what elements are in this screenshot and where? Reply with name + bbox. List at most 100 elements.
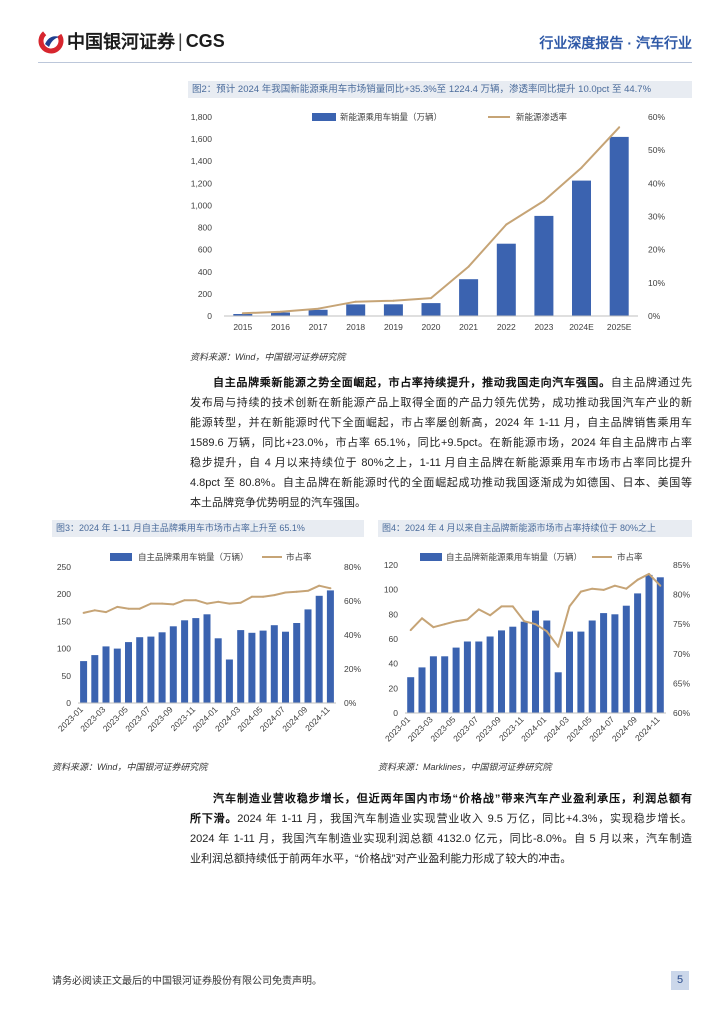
fig4-line-point-13 — [557, 645, 560, 648]
fig2-line-point-4 — [392, 299, 395, 302]
fig2-x-label: 2015 — [233, 322, 252, 332]
fig3-line-point-19 — [295, 590, 298, 593]
fig2-line-point-6 — [467, 265, 470, 268]
fig3-line-point-11 — [206, 602, 208, 605]
fig4-line-point-4 — [455, 620, 458, 623]
fig3-line-point-22 — [329, 587, 332, 590]
fig4-line-point-14 — [568, 605, 571, 608]
fig4-line-point-16 — [591, 587, 594, 590]
fig4-line-point-3 — [443, 623, 446, 626]
fig4-line-point-8 — [500, 605, 503, 608]
fig2-x-label: 2016 — [271, 322, 290, 332]
fig2-line-point-10 — [618, 126, 621, 129]
fig3-bar-9 — [181, 620, 189, 703]
paragraph-line: 1589.6 万辆，同比+23.0%，市占率 65.1%，同比+9.5pct。在… — [190, 437, 692, 449]
fig4-bar-22 — [656, 577, 664, 713]
fig2-line-point-8 — [542, 199, 545, 202]
paragraph-lead-bold: 自主品牌乘新能源之势全面崛起，市占率持续提升，推动我国走向汽车强国。 — [213, 377, 611, 389]
fig4-bar-18 — [611, 614, 619, 713]
cgs-logo-icon — [38, 28, 64, 54]
fig4-bar-17 — [600, 613, 608, 713]
fig3-legend-line-label: 市占率 — [286, 552, 312, 562]
fig4-y-right-label: 65% — [673, 678, 690, 688]
fig3-bar-22 — [326, 590, 334, 703]
fig3-y-right-label: 0% — [344, 698, 357, 708]
paragraph-line: 业利润总额持续低于前两年水平，“价格战”对产业盈利能力形成了较大的冲击。 — [190, 853, 572, 865]
fig4-y-right-label: 75% — [673, 619, 690, 629]
fig2-y-left-label: 1,600 — [191, 134, 213, 144]
fig3-line-point-12 — [217, 600, 220, 603]
fig2-y-right-label: 50% — [648, 145, 665, 155]
fig2-x-label: 2025E — [607, 322, 632, 332]
fig4-line-point-20 — [636, 578, 639, 581]
fig2-x-label: 2019 — [384, 322, 403, 332]
fig2-bar-1 — [271, 312, 290, 316]
fig3-line-point-17 — [273, 594, 276, 597]
fig4-bar-11 — [532, 610, 539, 713]
fig2-line-point-2 — [317, 307, 320, 310]
fig3-line-point-7 — [161, 602, 164, 605]
fig3-line-point-8 — [172, 603, 175, 606]
fig4-bar-0 — [407, 677, 415, 713]
fig3-line-point-6 — [149, 602, 152, 605]
fig2-bar-7 — [496, 243, 516, 316]
paragraph-line: 能源转型，并在新能源时代下全面崛起，市占率屡创新高，2024 年 1-11 月，… — [190, 417, 692, 429]
brand-name-cn: 中国银河证券 — [67, 32, 175, 52]
paragraph-brand-share: 自主品牌乘新能源之势全面崛起，市占率持续提升，推动我国走向汽车强国。自主品牌通过… — [190, 373, 692, 513]
fig4-y-left-label: 120 — [384, 560, 398, 570]
fig4-y-left-label: 100 — [384, 585, 398, 595]
fig3-line-point-3 — [116, 605, 119, 608]
fig3-line-point-15 — [250, 595, 253, 598]
fig2-bar-0 — [233, 314, 253, 316]
fig2-line-point-0 — [241, 312, 244, 315]
fig4-bar-1 — [418, 667, 426, 713]
fig4-y-left-label: 80 — [389, 609, 399, 619]
header-dot: · — [627, 35, 632, 51]
fig4-line-point-7 — [489, 614, 492, 617]
fig3-bar-1 — [91, 655, 99, 703]
fig2-legend-bar-label: 新能源乘用车销量（万辆） — [340, 112, 442, 122]
fig4-bar-6 — [475, 641, 483, 713]
fig4-line-point-21 — [648, 572, 650, 575]
fig2-legend-line-label: 新能源渗透率 — [516, 112, 568, 122]
fig3-line-point-5 — [138, 607, 141, 610]
fig4-bar-12 — [543, 620, 551, 713]
fig3-line-point-16 — [262, 595, 265, 598]
fig3-line-point-14 — [239, 601, 242, 604]
fig4-bar-14 — [566, 631, 573, 713]
paragraph-line: 汽车制造业营收稳步增长，但近两年国内市场“价格战”带来汽车产业盈利承压，利润总额… — [213, 793, 692, 805]
fig3-y-right-label: 60% — [344, 596, 361, 606]
fig2-y-left-label: 600 — [198, 245, 212, 255]
fig4-line-point-0 — [409, 629, 412, 632]
fig2-y-right-label: 40% — [648, 178, 665, 188]
fig3-bar-10 — [192, 618, 200, 703]
fig3-y-left-label: 50 — [62, 671, 72, 681]
brand-logo: 中国银河证券 | CGS — [67, 28, 225, 54]
fig3-bar-7 — [158, 632, 166, 703]
fig3-bar-21 — [315, 595, 323, 703]
fig3-bar-17 — [270, 625, 278, 703]
fig4-bar-9 — [509, 626, 517, 713]
figure-4-source: 资料来源：Marklines，中国银河证券研究院 — [378, 762, 552, 772]
paragraph-industry-profit: 汽车制造业营收稳步增长，但近两年国内市场“价格战”带来汽车产业盈利承压，利润总额… — [190, 789, 692, 869]
fig3-y-right-label: 20% — [344, 664, 361, 674]
fig2-y-left-label: 400 — [198, 267, 212, 277]
fig2-x-label: 2023 — [534, 322, 553, 332]
figure-3-source: 资料来源：Wind，中国银河证券研究院 — [52, 762, 208, 772]
fig4-bar-13 — [554, 672, 562, 713]
fig3-line-point-2 — [105, 611, 107, 614]
fig4-line-point-6 — [477, 608, 480, 611]
fig2-y-right-label: 0% — [648, 311, 661, 321]
page-number: 5 — [671, 971, 689, 990]
fig2-x-label: 2022 — [497, 322, 516, 332]
fig4-bar-20 — [634, 593, 642, 713]
fig3-bar-20 — [304, 609, 312, 703]
fig3-line — [83, 584, 331, 614]
fig2-line-point-7 — [505, 223, 508, 226]
fig4-line-point-19 — [625, 587, 628, 590]
fig4-line-point-17 — [602, 588, 605, 591]
fig4-y-right-label: 85% — [673, 560, 690, 570]
fig4-line-point-9 — [511, 605, 514, 608]
paragraph-fragment: 2024 年 1-11 月，我国汽车制造业实现营业收入 9.5 万亿，同比+4.… — [237, 813, 692, 825]
fig4-bar-8 — [498, 630, 505, 713]
